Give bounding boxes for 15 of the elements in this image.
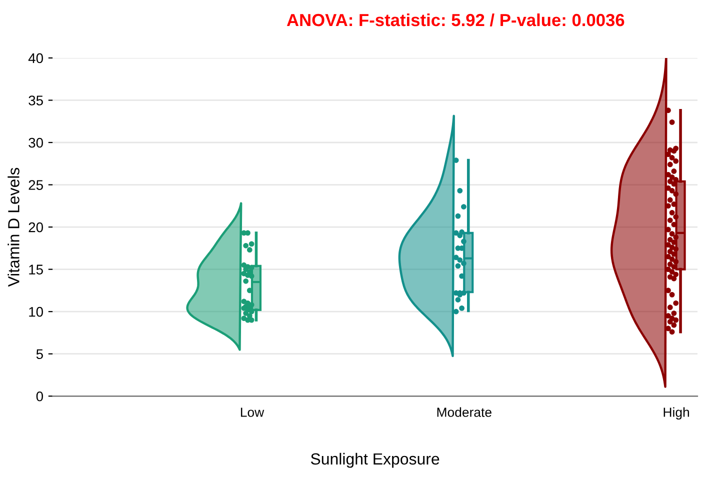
- y-tick-label: 15: [29, 264, 43, 274]
- y-tick-label: 5: [36, 349, 43, 360]
- x-tick-label: Low: [240, 408, 264, 417]
- y-axis-title: Vitamin D Levels: [8, 168, 20, 287]
- chart-title: ANOVA: F-statistic: 5.92 / P-value: 0.0036: [286, 13, 624, 26]
- y-tick-label: 30: [28, 138, 44, 148]
- y-tick-label: 0: [36, 391, 44, 402]
- y-tick-label: 20: [28, 222, 44, 232]
- y-tick-label: 10: [29, 306, 44, 317]
- x-axis-title: Sunlight Exposure: [310, 452, 440, 468]
- x-tick-label: Moderate: [437, 407, 492, 417]
- y-tick-label: 25: [28, 180, 43, 190]
- y-tick-label: 35: [28, 96, 43, 106]
- x-tick-label: High: [664, 407, 689, 420]
- y-tick-label: 40: [28, 53, 44, 64]
